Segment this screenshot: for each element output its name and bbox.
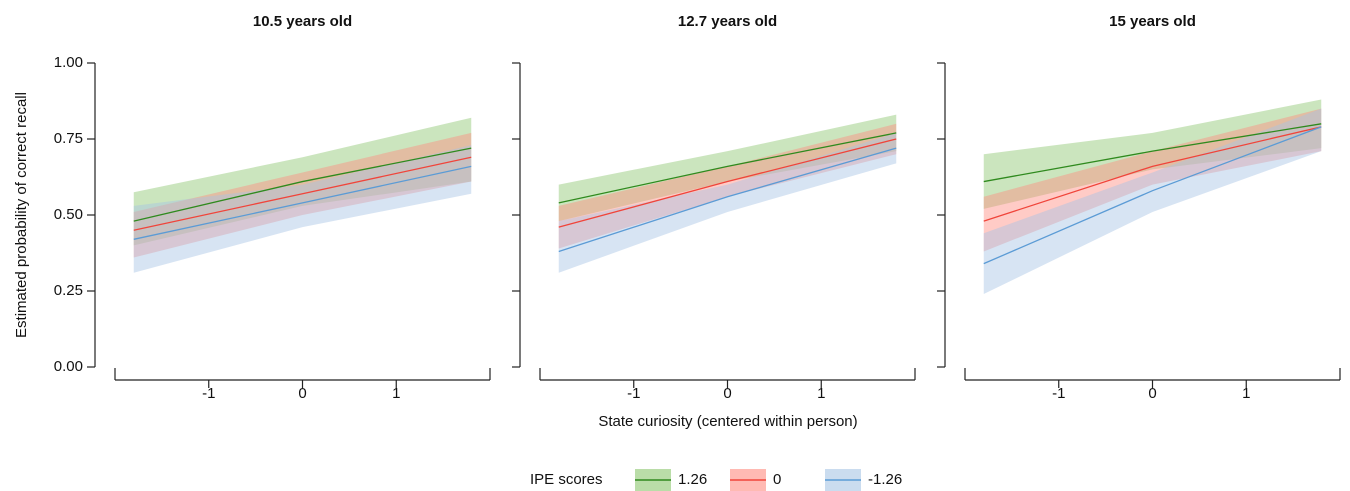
- x-tick-label: 0: [1148, 385, 1156, 402]
- x-tick-label: 1: [817, 385, 825, 402]
- confidence-band: [558, 132, 897, 273]
- line: [133, 165, 472, 240]
- line: [983, 126, 1322, 222]
- x-tick-label: -1: [202, 385, 215, 402]
- line: [558, 138, 897, 228]
- legend-title: IPE scores: [530, 471, 603, 488]
- line: [983, 126, 1322, 265]
- y-axis-label: Estimated probability of correct recall: [13, 92, 30, 338]
- line: [558, 147, 897, 253]
- confidence-band: [558, 123, 897, 249]
- legend-label: -1.26: [868, 471, 902, 488]
- y-tick-label: 0.75: [54, 130, 83, 147]
- confidence-band: [558, 114, 897, 222]
- line: [983, 123, 1322, 183]
- confidence-band: [983, 108, 1322, 252]
- y-tick-label: 0.50: [54, 206, 83, 223]
- legend-label: 0: [773, 471, 781, 488]
- x-tick-label: -1: [1052, 385, 1065, 402]
- x-tick-label: -1: [627, 385, 640, 402]
- x-tick-label: 1: [1242, 385, 1250, 402]
- confidence-band: [133, 145, 472, 273]
- x-tick-label: 0: [298, 385, 306, 402]
- x-tick-label: 0: [723, 385, 731, 402]
- panel-title: 12.7 years old: [678, 13, 777, 30]
- line: [133, 147, 472, 222]
- y-tick-label: 0.25: [54, 282, 83, 299]
- confidence-band: [983, 108, 1322, 295]
- legend-label: 1.26: [678, 471, 707, 488]
- confidence-band: [983, 99, 1322, 209]
- confidence-band: [133, 132, 472, 258]
- x-tick-label: 1: [392, 385, 400, 402]
- y-tick-label: 0.00: [54, 358, 83, 375]
- panel-title: 10.5 years old: [253, 13, 352, 30]
- line: [133, 156, 472, 231]
- line: [558, 132, 897, 204]
- panel-title: 15 years old: [1109, 13, 1196, 30]
- y-tick-label: 1.00: [54, 54, 83, 71]
- x-axis-label: State curiosity (centered within person): [598, 413, 857, 430]
